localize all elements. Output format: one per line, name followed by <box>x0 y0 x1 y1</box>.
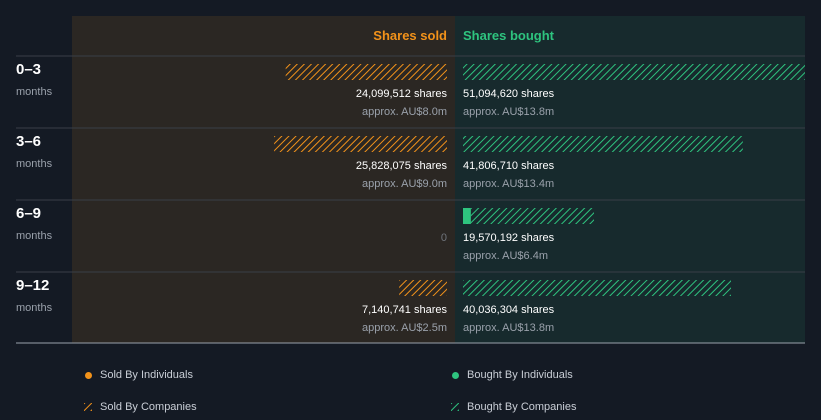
bought-individuals-bar-2 <box>463 208 471 224</box>
bought-companies-bar-2 <box>470 208 594 224</box>
row-label-6-9: 6–9 <box>16 205 42 222</box>
sold-companies-legend-icon <box>84 403 92 411</box>
sold-shares-label-3: 7,140,741 shares <box>361 304 447 316</box>
sold-approx-label-0: approx. AU$8.0m <box>362 106 447 118</box>
bought-shares-label-1: 41,806,710 shares <box>463 160 555 172</box>
sold-companies-bar-1 <box>274 136 447 152</box>
row-label-3-6: 3–6 <box>16 133 42 150</box>
row-label-0-3: 0–3 <box>16 61 42 78</box>
sold-companies-bar-3 <box>399 280 447 296</box>
bought-individuals-legend-icon <box>452 372 459 379</box>
bought-companies-bar-1 <box>463 136 743 152</box>
sold-companies-bar-0 <box>285 64 447 80</box>
sold-shares-label-1: 25,828,075 shares <box>355 160 447 172</box>
row-sub-9-12: months <box>16 302 53 314</box>
row-label-9-12: 9–12 <box>16 277 50 294</box>
bought-approx-label-1: approx. AU$13.4m <box>463 178 555 190</box>
bought-shares-label-0: 51,094,620 shares <box>463 88 555 100</box>
bought-companies-legend[interactable]: Bought By Companies <box>467 401 577 413</box>
shares-sold-header: Shares sold <box>373 28 447 43</box>
bought-shares-label-3: 40,036,304 shares <box>463 304 555 316</box>
sold-individuals-legend[interactable]: Sold By Individuals <box>100 369 193 381</box>
bought-approx-label-2: approx. AU$6.4m <box>463 250 548 262</box>
shares-bought-header: Shares bought <box>463 28 555 43</box>
sold-approx-label-1: approx. AU$9.0m <box>362 178 447 190</box>
sold-shares-label-0: 24,099,512 shares <box>355 88 447 100</box>
bought-companies-bar-3 <box>463 280 731 296</box>
row-sub-0-3: months <box>16 86 53 98</box>
sold-zero-label-2: 0 <box>440 232 447 244</box>
bought-individuals-legend[interactable]: Bought By Individuals <box>467 369 573 381</box>
sold-approx-label-3: approx. AU$2.5m <box>362 322 447 334</box>
sold-companies-legend[interactable]: Sold By Companies <box>100 401 197 413</box>
bought-approx-label-0: approx. AU$13.8m <box>463 106 555 118</box>
sold-individuals-legend-icon <box>85 372 92 379</box>
row-sub-6-9: months <box>16 230 53 242</box>
row-sub-3-6: months <box>16 158 53 170</box>
bought-shares-label-2: 19,570,192 shares <box>463 232 555 244</box>
bought-companies-bar-0 <box>463 64 805 80</box>
bought-companies-legend-icon <box>451 403 459 411</box>
bought-approx-label-3: approx. AU$13.8m <box>463 322 555 334</box>
